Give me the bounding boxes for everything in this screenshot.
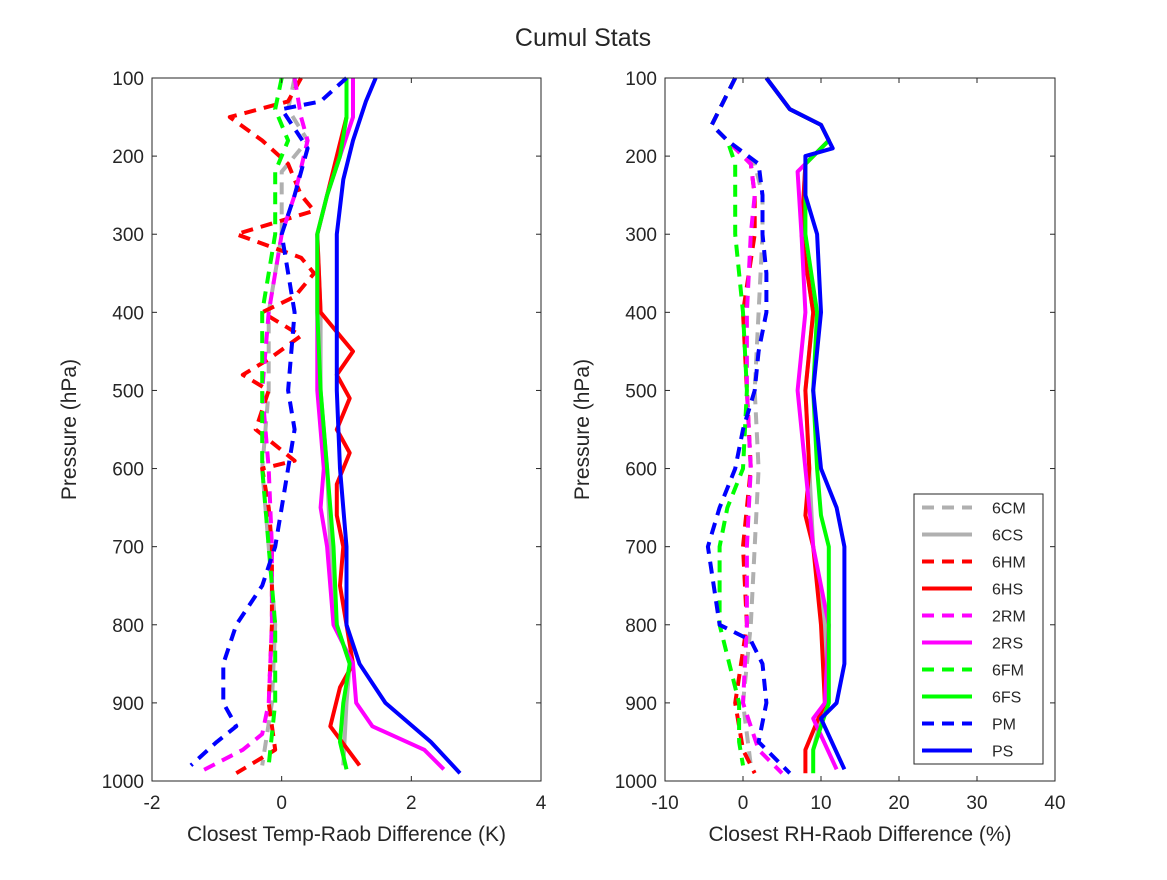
y-tick-label: 100: [112, 69, 144, 90]
series-line-ps: [334, 77, 462, 775]
x-tick-label: 4: [536, 793, 547, 814]
x-tick-label: 2: [406, 793, 417, 814]
x-tick-label: 0: [276, 793, 287, 814]
y-tick-label: 900: [625, 694, 657, 715]
y-tick-label: 600: [625, 460, 657, 481]
series-line-6fm: [260, 77, 291, 766]
y-tick-label: 200: [625, 147, 657, 168]
legend-label-6hs: 6HS: [992, 582, 1023, 599]
x-tick-label: 10: [810, 793, 831, 814]
series-line-6hm: [227, 77, 317, 775]
figure-title: Cumul Stats: [515, 24, 651, 52]
legend-label-6hm: 6HM: [992, 555, 1026, 572]
chart-panel-2: -10 0 10 20 30 40 100 200 300 400 500 600 700 800 900 1…: [571, 69, 1066, 846]
x-tick-label: 20: [888, 793, 909, 814]
series-line-pm: [189, 76, 348, 767]
legend-label-6cs: 6CS: [992, 528, 1023, 545]
series-line-6cm: [260, 77, 310, 766]
y-tick-label: 700: [112, 538, 144, 559]
legend-label-ps: PS: [992, 744, 1013, 761]
y-tick-label: 900: [112, 694, 144, 715]
series-line-pm: [705, 77, 792, 775]
legend-label-2rs: 2RS: [992, 636, 1023, 653]
x-tick-label: -10: [651, 793, 678, 814]
y-tick-label: 800: [625, 616, 657, 637]
legend-label-pm: PM: [992, 717, 1016, 734]
axes-frame: [151, 77, 542, 782]
x-tick-label: 30: [966, 793, 987, 814]
series-line-6fs: [315, 78, 352, 770]
y-axis-label: Pressure (hPa): [571, 359, 594, 500]
chart-panel-1: -2 0 2 4 100 200 300 400 500 600 700 800 900 1000 Clos…: [58, 69, 547, 846]
y-tick-label: 800: [112, 616, 144, 637]
series-line-ps: [764, 76, 847, 771]
legend-label-6fm: 6FM: [992, 663, 1024, 680]
y-tick-label: 1000: [615, 772, 657, 793]
y-tick-label: 600: [112, 460, 144, 481]
legend-box: [913, 493, 1044, 765]
x-axis-label: Closest RH-Raob Difference (%): [708, 823, 1011, 846]
y-tick-label: 300: [112, 225, 144, 246]
y-axis-label: Pressure (hPa): [58, 359, 81, 500]
y-tick-label: 300: [625, 225, 657, 246]
x-tick-label: 40: [1044, 793, 1065, 814]
series-group: [705, 76, 847, 775]
legend-label-6fs: 6FS: [992, 690, 1021, 707]
y-tick-label: 500: [112, 381, 144, 402]
y-tick-label: 1000: [102, 772, 144, 793]
y-tick-label: 500: [625, 381, 657, 402]
y-tick-label: 400: [625, 303, 657, 324]
axes-frame: [664, 77, 1056, 782]
x-axis-label: Closest Temp-Raob Difference (K): [187, 823, 506, 846]
legend-label-2rm: 2RM: [992, 609, 1026, 626]
x-tick-label: 0: [738, 793, 749, 814]
legend: 6CM 6CS 6HM 6HS 2RM 2RS 6FM 6FS PM PS: [913, 493, 1044, 765]
series-line-2rs: [764, 76, 839, 771]
series-line-2rm: [196, 77, 310, 775]
y-tick-label: 700: [625, 538, 657, 559]
series-group: [189, 76, 462, 775]
x-tick-label: -2: [144, 793, 161, 814]
y-tick-label: 100: [625, 69, 657, 90]
y-tick-label: 400: [112, 303, 144, 324]
legend-label-6cm: 6CM: [992, 501, 1026, 518]
y-tick-label: 200: [112, 147, 144, 168]
